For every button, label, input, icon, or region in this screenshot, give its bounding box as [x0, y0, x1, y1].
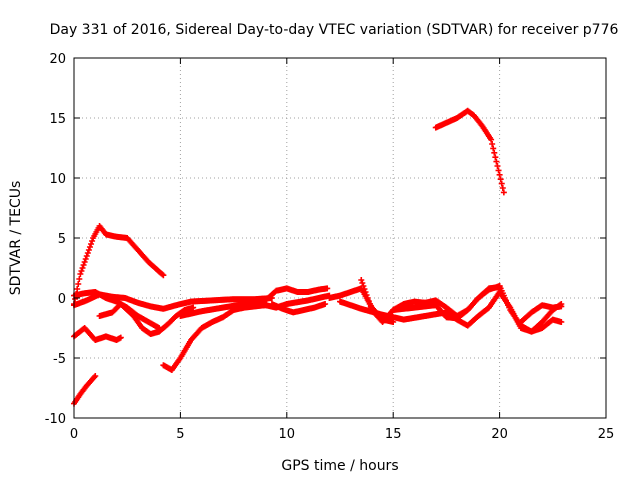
data-point [190, 304, 197, 311]
data-point [366, 301, 373, 307]
y-axis-label: SDTVAR / TECUs [8, 181, 24, 296]
data-point [86, 244, 93, 250]
chart-title: Day 331 of 2016, Sidereal Day-to-day VTE… [50, 22, 619, 38]
data-point [491, 149, 498, 156]
data-point [498, 180, 505, 187]
data-point [77, 271, 84, 277]
data-point [84, 250, 91, 256]
data-point [81, 259, 88, 265]
series-arc-13 [390, 283, 503, 322]
data-point [159, 271, 166, 278]
y-tick-label: -5 [53, 352, 66, 367]
data-point [362, 289, 369, 295]
data-point [79, 265, 86, 271]
data-point [85, 247, 92, 253]
grid-lines [74, 58, 606, 418]
series-arc-7 [160, 292, 333, 373]
data-point [558, 319, 565, 325]
data-point [497, 176, 504, 183]
data-point [365, 298, 372, 304]
data-point [495, 167, 502, 174]
series-arc-15 [517, 302, 565, 325]
x-tick-label: 20 [491, 427, 508, 442]
y-tick-label: 15 [49, 112, 66, 127]
data-point [489, 141, 496, 147]
data-point [488, 136, 495, 143]
data-point [492, 154, 499, 161]
series-arc-5 [71, 291, 275, 312]
data-point [75, 281, 82, 287]
y-tick-label: -10 [45, 412, 66, 427]
data-point [363, 292, 370, 298]
data-series [71, 107, 565, 407]
data-point [490, 145, 497, 152]
axis-ticks: 0 5 10 15 20 25 -10 -5 0 5 10 15 20 [45, 52, 615, 442]
data-point [117, 334, 124, 341]
data-point [361, 286, 368, 292]
data-point [359, 280, 366, 286]
series-arc-12 [337, 289, 565, 335]
x-tick-label: 25 [598, 427, 615, 442]
x-tick-label: 5 [176, 427, 184, 442]
data-point [558, 303, 565, 310]
data-point [500, 189, 507, 196]
y-tick-label: 10 [49, 172, 66, 187]
series-arc-1 [71, 223, 167, 307]
data-point [494, 163, 501, 169]
data-point [322, 301, 329, 307]
data-point [82, 256, 89, 262]
series-arc-8 [177, 285, 331, 319]
data-point [499, 185, 506, 191]
data-point [74, 286, 81, 292]
y-tick-label: 5 [58, 232, 66, 247]
x-tick-label: 10 [279, 427, 296, 442]
series-arc-9 [268, 301, 329, 316]
data-point [80, 262, 87, 268]
series-arc-3 [71, 325, 124, 343]
data-point [364, 295, 371, 301]
y-tick-label: 0 [58, 292, 66, 307]
data-point [78, 268, 85, 274]
data-point [89, 238, 96, 244]
data-point [76, 276, 83, 282]
x-tick-label: 15 [385, 427, 402, 442]
data-point [88, 241, 95, 247]
data-point [324, 285, 331, 292]
series-arc-16 [432, 107, 507, 196]
data-point [358, 277, 365, 283]
data-point [92, 373, 99, 379]
x-tick-label: 0 [70, 427, 78, 442]
data-point [496, 171, 503, 178]
data-point [360, 283, 367, 289]
y-tick-label: 20 [49, 52, 66, 67]
data-point [493, 158, 500, 165]
x-axis-label: GPS time / hours [281, 458, 398, 474]
data-point [83, 253, 90, 259]
data-point [160, 272, 167, 279]
